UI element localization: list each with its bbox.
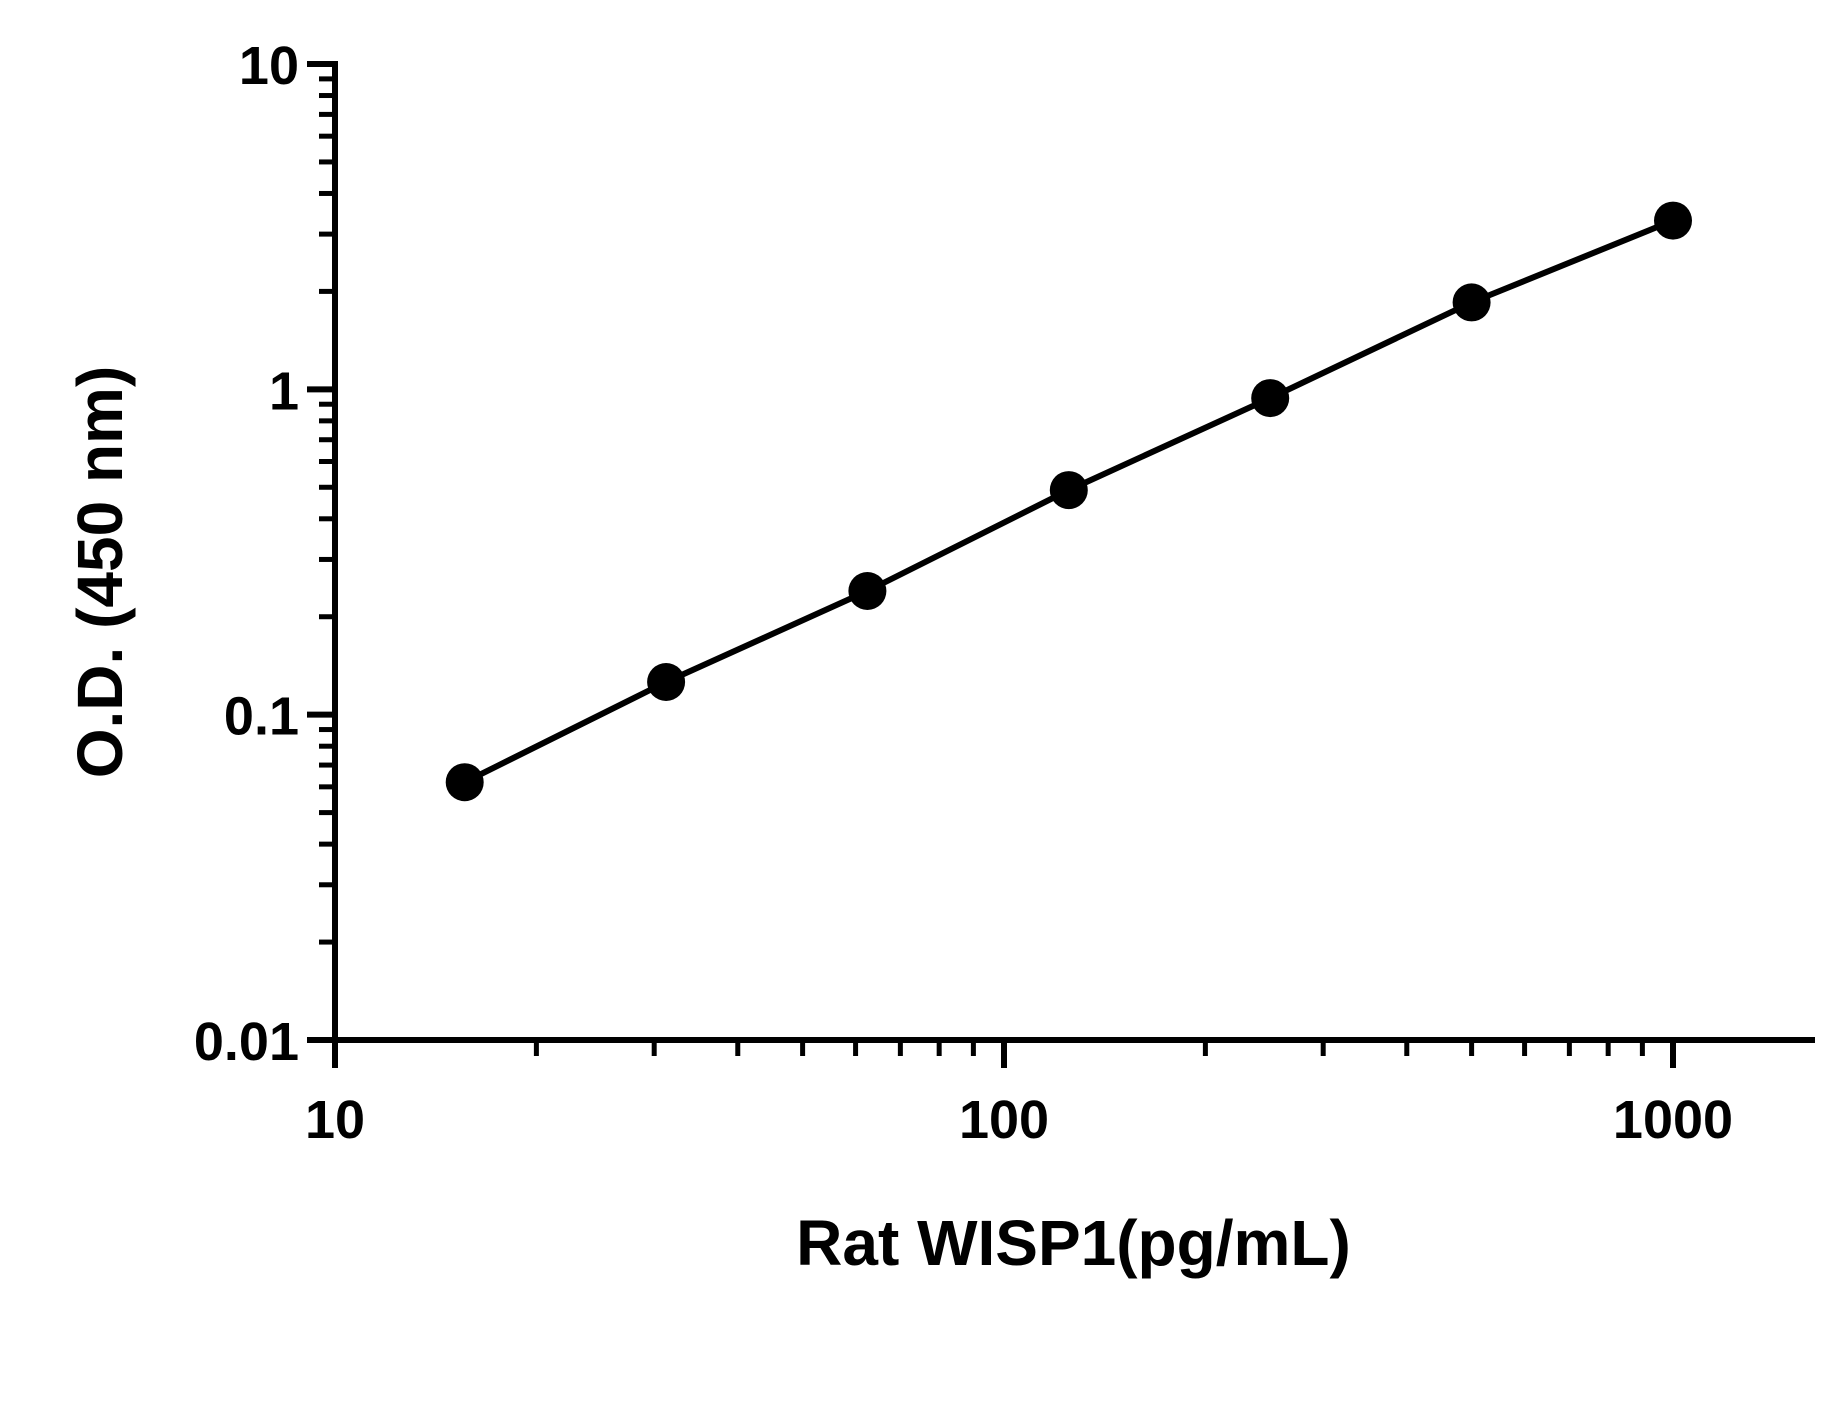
data-point — [848, 572, 887, 610]
y-tick-label: 0.1 — [224, 687, 299, 747]
x-tick-label: 100 — [959, 1090, 1049, 1150]
data-point — [445, 763, 484, 802]
x-tick-label: 10 — [305, 1090, 365, 1150]
y-axis-label: O.D. (450 nm) — [64, 366, 136, 779]
x-tick-label: 1000 — [1613, 1090, 1733, 1150]
y-tick-label: 10 — [239, 36, 299, 96]
data-point — [647, 663, 686, 701]
y-tick-label: 1 — [269, 361, 299, 421]
data-point — [1049, 471, 1088, 510]
x-axis-label: Rat WISP1(pg/mL) — [796, 1207, 1351, 1279]
major-ticks — [307, 61, 1676, 1068]
series-layer — [445, 201, 1692, 802]
data-point — [1654, 201, 1692, 240]
data-point — [1251, 379, 1290, 418]
minor-ticks — [319, 76, 1645, 1056]
tick-labels: 0.01 0.1 1 10 10 100 1000 — [194, 36, 1733, 1150]
data-point — [1452, 283, 1491, 322]
y-tick-label: 0.01 — [194, 1012, 299, 1072]
